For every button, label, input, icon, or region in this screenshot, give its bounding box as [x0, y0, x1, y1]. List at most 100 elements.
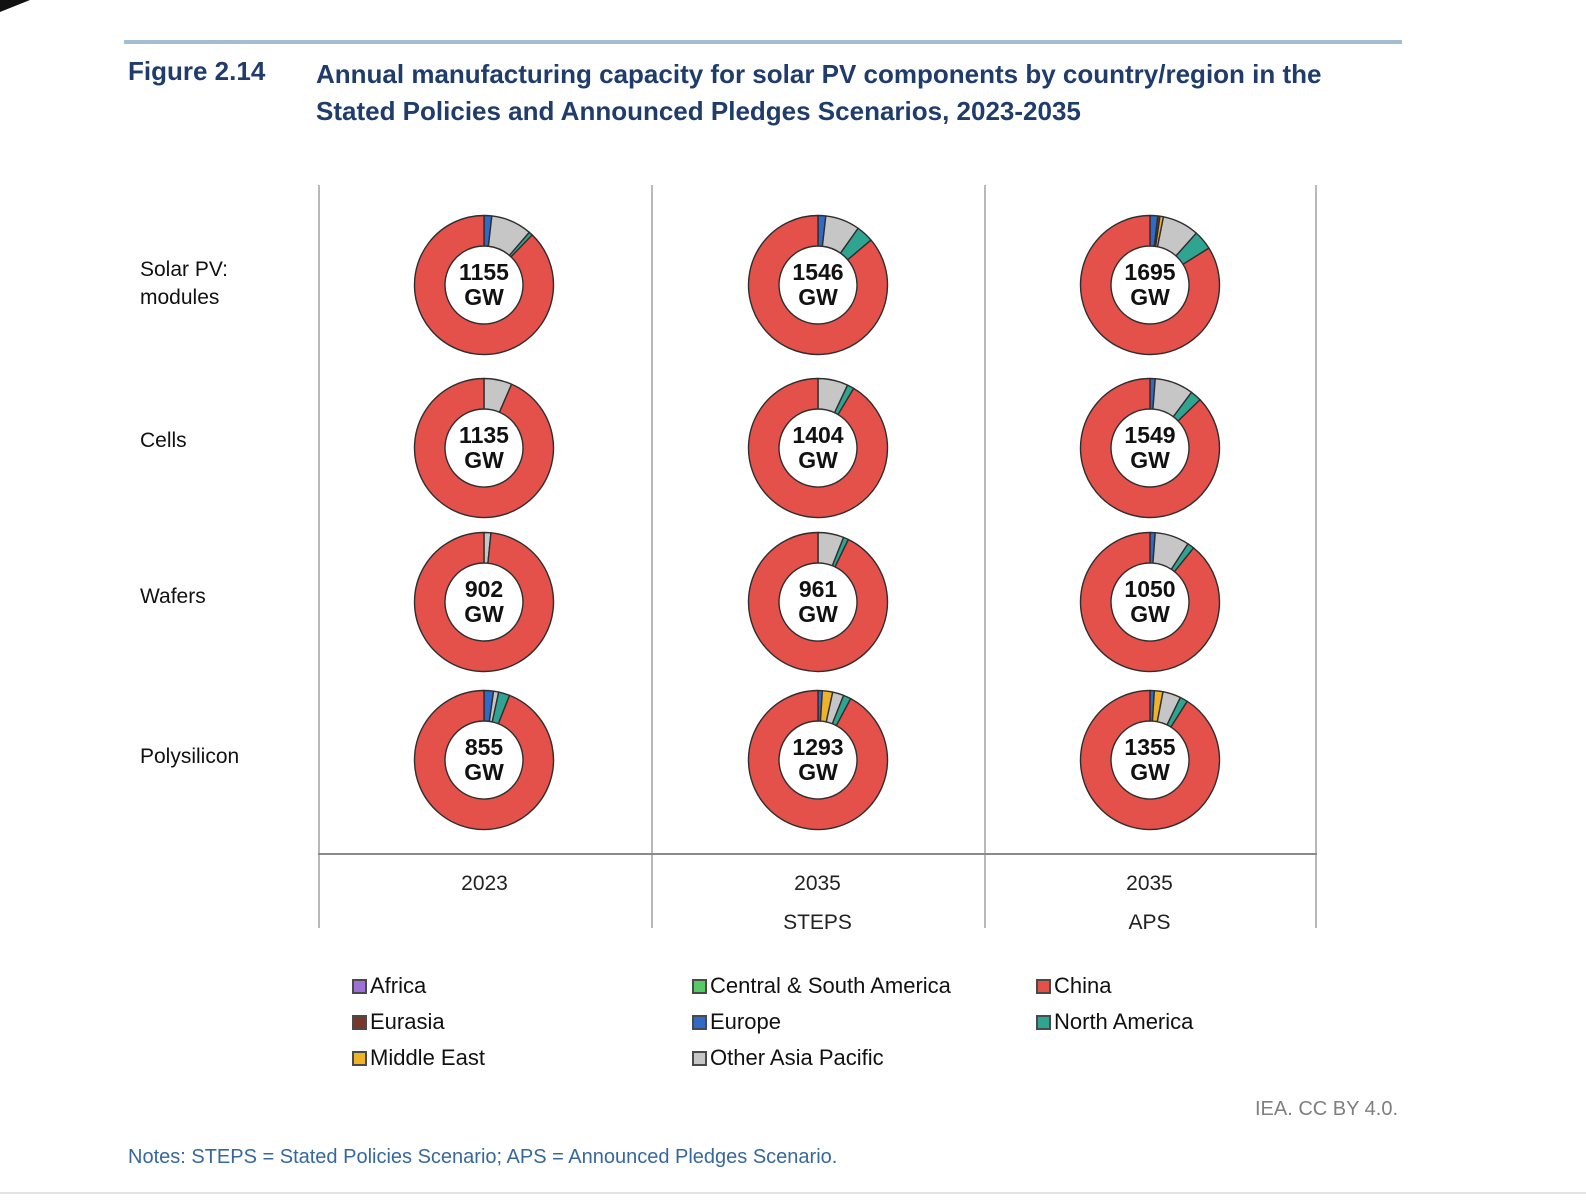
- legend-label: Middle East: [370, 1045, 485, 1070]
- axis-year: 2035: [794, 872, 841, 895]
- donut-svg: [1079, 377, 1221, 519]
- segment-china: [1079, 214, 1221, 356]
- segment-china: [1079, 531, 1221, 673]
- segment-china: [413, 531, 555, 673]
- segment-china: [747, 214, 889, 356]
- axis-label-2035-steps: 2035 STEPS: [651, 864, 984, 942]
- donut-solar-pv-modules-2023: 1155 GW: [413, 214, 555, 356]
- legend-label: Africa: [370, 973, 427, 998]
- plot-border-left: [318, 185, 320, 928]
- axis-year: 2023: [461, 872, 508, 895]
- donut-center-label: 1050 GW: [1079, 531, 1221, 673]
- donut-unit: GW: [464, 759, 504, 785]
- legend-swatch-north-america: [1036, 1014, 1051, 1030]
- donut-unit: GW: [1130, 284, 1170, 310]
- donut-unit: GW: [464, 601, 504, 627]
- segment-china: [1079, 689, 1221, 831]
- column-divider-2: [984, 185, 986, 928]
- legend-item-china: China: [1036, 972, 1193, 1000]
- donut-svg: [413, 689, 555, 831]
- donut-center-label: 1404 GW: [747, 377, 889, 519]
- donut-value: 1549: [1124, 422, 1176, 448]
- figure-number: Figure 2.14: [128, 56, 266, 86]
- legend-item-africa: Africa: [352, 972, 692, 1000]
- donut-svg: [413, 214, 555, 356]
- segment-china: [747, 377, 889, 519]
- plot-border-right: [1315, 185, 1317, 928]
- legend-label: Other Asia Pacific: [710, 1045, 884, 1070]
- corner-artifact: [0, 0, 30, 12]
- donut-center-label: 1549 GW: [1079, 377, 1221, 519]
- donut-center-label: 1135 GW: [413, 377, 555, 519]
- column-divider-1: [651, 185, 653, 928]
- donut-svg: [747, 377, 889, 519]
- figure-notes: Notes: STEPS = Stated Policies Scenario;…: [128, 1146, 838, 1168]
- segment-china: [413, 214, 555, 356]
- donut-value: 1293: [792, 734, 844, 760]
- donut-unit: GW: [798, 759, 838, 785]
- donut-unit: GW: [1130, 601, 1170, 627]
- axis-scenario: APS: [1128, 911, 1171, 934]
- donut-svg: [747, 214, 889, 356]
- donut-solar-pv-modules-2035-aps: 1695 GW: [1079, 214, 1221, 356]
- donut-cells-2023: 1135 GW: [413, 377, 555, 519]
- row-label-cells: Cells: [140, 429, 187, 452]
- donut-value: 855: [464, 734, 504, 760]
- donut-svg: [747, 531, 889, 673]
- legend-swatch-eurasia: [352, 1014, 367, 1030]
- axis-label-2035-aps: 2035 APS: [984, 864, 1315, 942]
- legend-column-3: China North America: [1036, 972, 1193, 1072]
- legend-swatch-africa: [352, 978, 367, 994]
- row-label-modules: Solar PV: modules: [140, 258, 228, 309]
- legend-label: Central & South America: [710, 973, 951, 998]
- donut-center-label: 1695 GW: [1079, 214, 1221, 356]
- donut-svg: [413, 531, 555, 673]
- donut-value: 1404: [792, 422, 844, 448]
- donut-svg: [1079, 689, 1221, 831]
- legend-column-2: Central & South America Europe Other Asia …: [692, 972, 1036, 1072]
- legend-swatch-china: [1036, 978, 1051, 994]
- segment-china: [747, 531, 889, 673]
- header-rule: [124, 40, 1402, 44]
- legend: Africa Eurasia Middle East Central & South …: [352, 972, 1193, 1072]
- donut-unit: GW: [1130, 759, 1170, 785]
- segment-china: [1079, 377, 1221, 519]
- donut-center-label: 1155 GW: [413, 214, 555, 356]
- axis-year: 2035: [1126, 872, 1173, 895]
- legend-swatch-central-south-america: [692, 978, 707, 994]
- donut-center-label: 1293 GW: [747, 689, 889, 831]
- donut-wafers-2035-aps: 1050 GW: [1079, 531, 1221, 673]
- legend-swatch-middle-east: [352, 1050, 367, 1066]
- legend-label: North America: [1054, 1009, 1194, 1034]
- donut-wafers-2023: 902 GW: [413, 531, 555, 673]
- donut-value: 1546: [792, 259, 844, 285]
- row-label-wafers: Wafers: [140, 585, 206, 608]
- legend-item-north-america: North America: [1036, 1008, 1193, 1036]
- donut-svg: [1079, 531, 1221, 673]
- legend-item-europe: Europe: [692, 1008, 1036, 1036]
- figure-title: Annual manufacturing capacity for solar …: [316, 59, 1322, 126]
- legend-item-eurasia: Eurasia: [352, 1008, 692, 1036]
- donut-unit: GW: [464, 284, 504, 310]
- donut-center-label: 1546 GW: [747, 214, 889, 356]
- donut-value: 1355: [1124, 734, 1176, 760]
- donut-polysilicon-2035-steps: 1293 GW: [747, 689, 889, 831]
- license-credit: IEA. CC BY 4.0.: [1254, 1098, 1398, 1120]
- legend-label: China: [1054, 973, 1112, 998]
- donut-unit: GW: [798, 447, 838, 473]
- axis-label-2023: 2023: [318, 864, 651, 903]
- donut-center-label: 961 GW: [747, 531, 889, 673]
- axis-scenario: STEPS: [783, 911, 852, 934]
- donut-value: 1695: [1124, 259, 1176, 285]
- donut-svg: [1079, 214, 1221, 356]
- donut-value: 1050: [1124, 576, 1176, 602]
- donut-cells-2035-steps: 1404 GW: [747, 377, 889, 519]
- donut-value: 961: [798, 576, 838, 602]
- donut-value: 1155: [459, 259, 509, 285]
- page-bottom-rule: [0, 1192, 1586, 1194]
- legend-swatch-europe: [692, 1014, 707, 1030]
- legend-item-other-asia-pacific: Other Asia Pacific: [692, 1044, 1036, 1072]
- legend-label: Europe: [710, 1009, 781, 1034]
- donut-unit: GW: [1130, 447, 1170, 473]
